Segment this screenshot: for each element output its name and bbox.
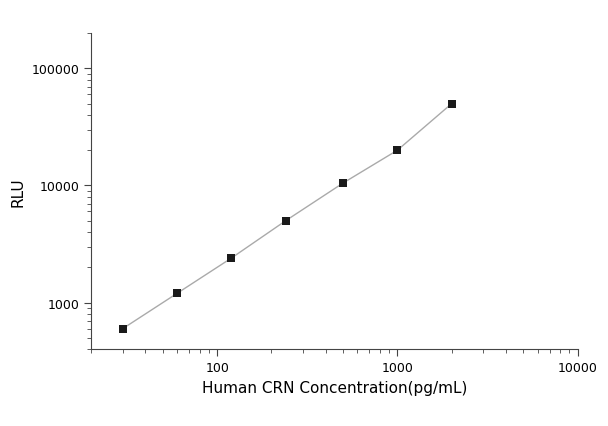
X-axis label: Human CRN Concentration(pg/mL): Human CRN Concentration(pg/mL) [202, 380, 467, 394]
Point [447, 101, 457, 108]
Point [227, 255, 237, 262]
Point [281, 218, 291, 225]
Point [338, 180, 348, 187]
Y-axis label: RLU: RLU [11, 177, 26, 207]
Point [393, 147, 402, 154]
Point [118, 325, 128, 332]
Point [172, 290, 182, 297]
